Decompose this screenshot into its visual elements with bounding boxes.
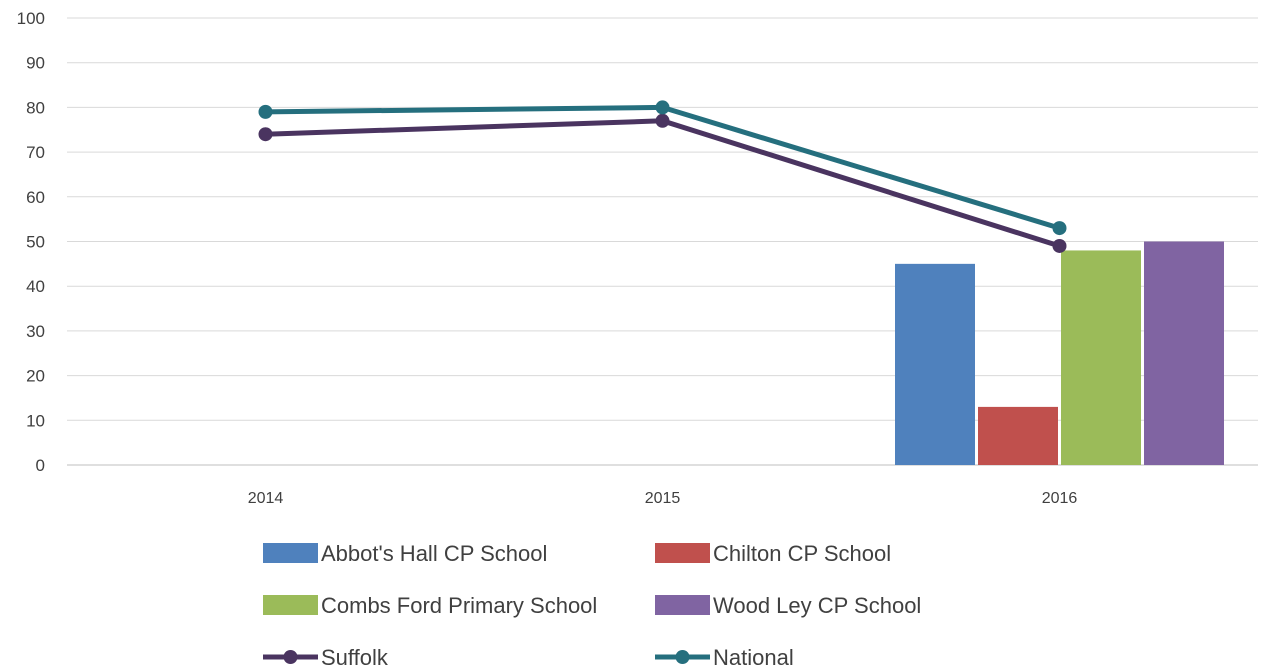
line-point bbox=[655, 100, 670, 115]
y-tick-label: 50 bbox=[26, 233, 45, 252]
legend: Abbot's Hall CP School Chilton CP School C… bbox=[263, 541, 921, 670]
legend-marker bbox=[283, 650, 298, 664]
y-tick-label: 20 bbox=[26, 367, 45, 386]
line-point bbox=[1052, 221, 1067, 236]
line-series bbox=[258, 100, 1067, 253]
legend-label: National bbox=[713, 645, 794, 670]
line-point bbox=[655, 113, 670, 128]
legend-label: Suffolk bbox=[321, 645, 389, 670]
legend-label: Chilton CP School bbox=[713, 541, 891, 566]
line-point bbox=[258, 104, 273, 119]
bar bbox=[1144, 241, 1224, 465]
legend-label: Combs Ford Primary School bbox=[321, 593, 597, 618]
y-tick-label: 70 bbox=[26, 143, 45, 162]
legend-label: Abbot's Hall CP School bbox=[321, 541, 547, 566]
legend-swatch bbox=[655, 595, 710, 615]
line-point bbox=[258, 127, 273, 142]
y-tick-label: 30 bbox=[26, 322, 45, 341]
y-axis-ticks: 0 10 20 30 40 50 60 70 80 90 100 bbox=[17, 9, 45, 475]
legend-swatch bbox=[263, 543, 318, 563]
x-tick-label: 2015 bbox=[645, 490, 681, 507]
y-tick-label: 100 bbox=[17, 9, 45, 28]
bar-series bbox=[895, 241, 1224, 465]
legend-label: Wood Ley CP School bbox=[713, 593, 921, 618]
y-tick-label: 60 bbox=[26, 188, 45, 207]
series-line bbox=[265, 118, 1061, 249]
y-tick-label: 40 bbox=[26, 277, 45, 296]
legend-marker bbox=[675, 650, 690, 664]
bar bbox=[978, 406, 1058, 465]
x-tick-label: 2014 bbox=[248, 490, 284, 507]
line-point bbox=[1052, 238, 1067, 253]
y-tick-label: 10 bbox=[26, 411, 45, 430]
y-tick-label: 0 bbox=[36, 456, 45, 475]
bar bbox=[1061, 250, 1141, 465]
x-axis-ticks: 2014 2015 2016 bbox=[248, 490, 1078, 507]
y-tick-label: 90 bbox=[26, 54, 45, 73]
bar bbox=[895, 263, 975, 465]
x-tick-label: 2016 bbox=[1042, 490, 1078, 507]
legend-swatch bbox=[655, 543, 710, 563]
legend-swatch bbox=[263, 595, 318, 615]
y-tick-label: 80 bbox=[26, 98, 45, 117]
